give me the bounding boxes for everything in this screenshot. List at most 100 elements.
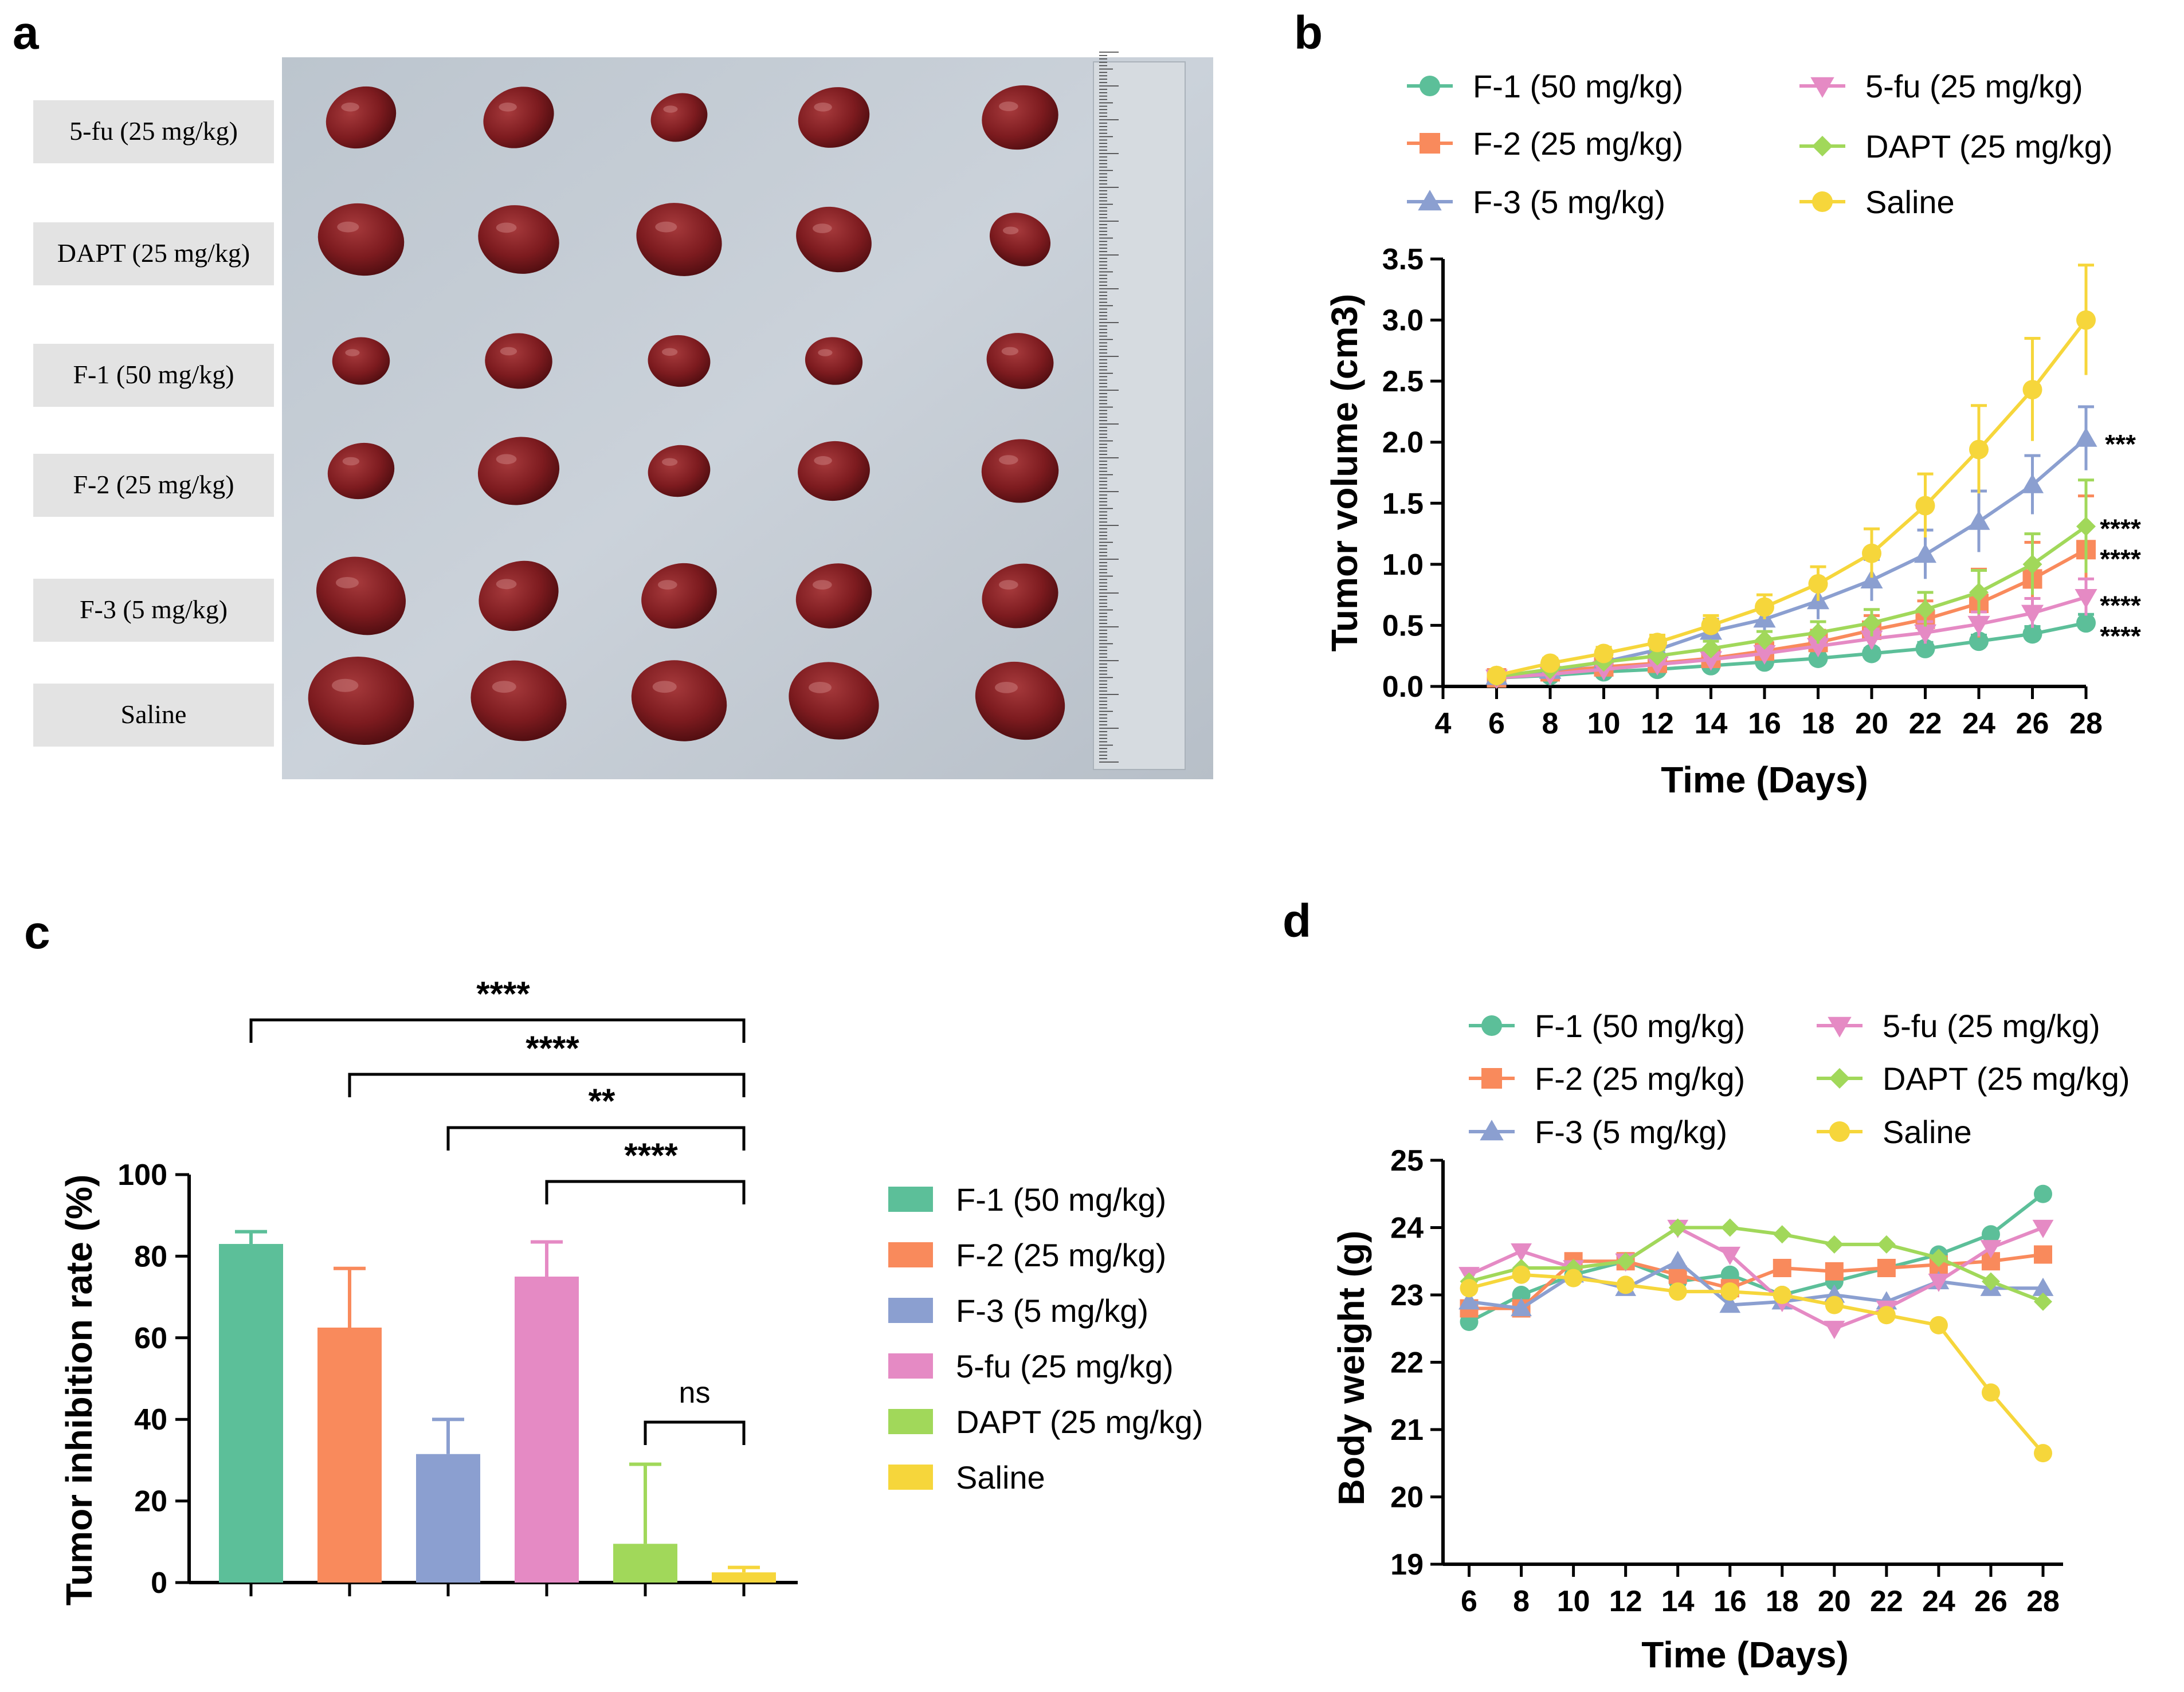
data-point [1755, 630, 1774, 650]
data-point [1929, 1316, 1948, 1334]
row-label: F-3 (5 mg/kg) [80, 595, 228, 624]
tumor-highlight [995, 682, 1018, 693]
data-point [2032, 1219, 2054, 1238]
data-point [1929, 1249, 1948, 1267]
tumor-highlight [331, 678, 359, 692]
ruler [1093, 61, 1186, 770]
data-point [2075, 427, 2097, 447]
legend-marker [1481, 1068, 1502, 1089]
data-point [1511, 1243, 1532, 1262]
data-point [1808, 648, 1828, 668]
legend-label: DAPT (25 mg/kg) [956, 1404, 1203, 1440]
legend-swatch [888, 1187, 933, 1212]
x-axis-title: Time (Days) [1661, 759, 1868, 800]
data-point [1825, 1262, 1844, 1281]
row-label-box [33, 222, 274, 285]
row-label: F-1 (50 mg/kg) [73, 360, 234, 389]
significance-label: **** [476, 975, 530, 1013]
panel-b-tumor-volume-chart: 0.0 0.5 1.0 1.5 2.0 2.5 3.0 3.5 4 6 8 10 12 14 16 18 20 2… [1324, 68, 2141, 800]
legend-label: F-2 (25 mg/kg) [1535, 1061, 1745, 1097]
y-tick-label: 20 [134, 1485, 167, 1518]
tumor [982, 85, 1058, 150]
tumor [989, 213, 1051, 266]
x-tick-label: 24 [1922, 1585, 1955, 1618]
legend-label: F-1 (50 mg/kg) [1535, 1008, 1745, 1044]
tumor-highlight [999, 101, 1018, 111]
legend-label: F-3 (5 mg/kg) [1535, 1114, 1727, 1150]
x-tick-label: 22 [1909, 707, 1942, 740]
x-tick-label: 20 [1818, 1585, 1851, 1618]
x-tick-label: 28 [2026, 1585, 2060, 1618]
bar [613, 1544, 677, 1583]
significance-label: **** [2100, 621, 2141, 651]
row-label: Saline [121, 700, 187, 729]
tumor-highlight [337, 221, 359, 233]
data-point [1877, 1306, 1896, 1325]
series-line [1468, 1273, 2045, 1455]
legend-label: 5-fu (25 mg/kg) [956, 1348, 1174, 1384]
legend-marker [1420, 76, 1440, 96]
tumor [326, 86, 397, 149]
photo-background [282, 57, 1213, 779]
data-point [2075, 588, 2097, 609]
significance-label: **** [2100, 591, 2141, 621]
tumor-highlight [813, 223, 832, 233]
tumor-highlight [342, 457, 360, 466]
data-point [1720, 1282, 1739, 1301]
data-point [1720, 1218, 1739, 1237]
bar [219, 1244, 283, 1583]
legend-marker [1829, 1121, 1850, 1142]
y-tick-label: 3.5 [1382, 243, 1424, 276]
data-point [1981, 1272, 2000, 1291]
data-point [2076, 516, 2096, 536]
data-point [1967, 510, 1990, 530]
legend-label: F-2 (25 mg/kg) [956, 1237, 1166, 1273]
legend-label: Saline [956, 1459, 1045, 1495]
data-point [1969, 582, 1989, 602]
data-point [1487, 665, 1507, 685]
data-point [1808, 623, 1828, 643]
tumor [650, 93, 708, 142]
significance-bracket [348, 1073, 746, 1097]
legend-swatch [888, 1353, 933, 1379]
data-point [2022, 380, 2042, 400]
tumor-highlight [999, 580, 1018, 590]
tumor [327, 442, 395, 500]
legend-label: 5-fu (25 mg/kg) [1883, 1008, 2100, 1044]
data-point [1877, 1235, 1896, 1254]
data-point [1825, 1235, 1844, 1254]
tumor [975, 661, 1065, 740]
tumor-highlight [809, 682, 832, 693]
tumor [470, 660, 567, 741]
legend-marker [1810, 77, 1834, 98]
y-tick-label: 0.0 [1382, 670, 1424, 704]
x-axis-title: Time (Days) [1641, 1634, 1849, 1675]
tumor-highlight [499, 103, 517, 112]
data-point [1981, 1225, 2000, 1244]
tumor [798, 441, 870, 501]
series-line [1496, 319, 2088, 677]
x-tick-label: 8 [1542, 707, 1559, 740]
data-point [1806, 638, 1830, 658]
significance-label: ** [589, 1082, 615, 1120]
row-label-box [33, 454, 274, 517]
data-point [1719, 1246, 1741, 1265]
y-tick-label: 21 [1390, 1414, 1424, 1447]
tumor [981, 439, 1059, 503]
tumor-highlight [341, 103, 359, 112]
panel-d-body-weight-chart: 19 20 21 22 23 24 25 6 8 10 12 14 16 18 20 22 24 26 28 Time… [1331, 1008, 2130, 1675]
tumor [478, 205, 559, 274]
tumor-highlight [818, 349, 833, 356]
legend-label: F-1 (50 mg/kg) [1473, 68, 1683, 104]
tumor-highlight [652, 681, 677, 693]
data-point [2034, 1292, 2052, 1311]
x-tick-label: 6 [1461, 1585, 1477, 1618]
significance-label: **** [2100, 513, 2141, 543]
data-point [1877, 1259, 1896, 1277]
data-point [1564, 1269, 1583, 1287]
y-tick-label: 24 [1390, 1212, 1424, 1245]
tumor [789, 662, 879, 740]
legend-swatch [888, 1465, 933, 1490]
y-tick-label: 80 [134, 1240, 167, 1273]
